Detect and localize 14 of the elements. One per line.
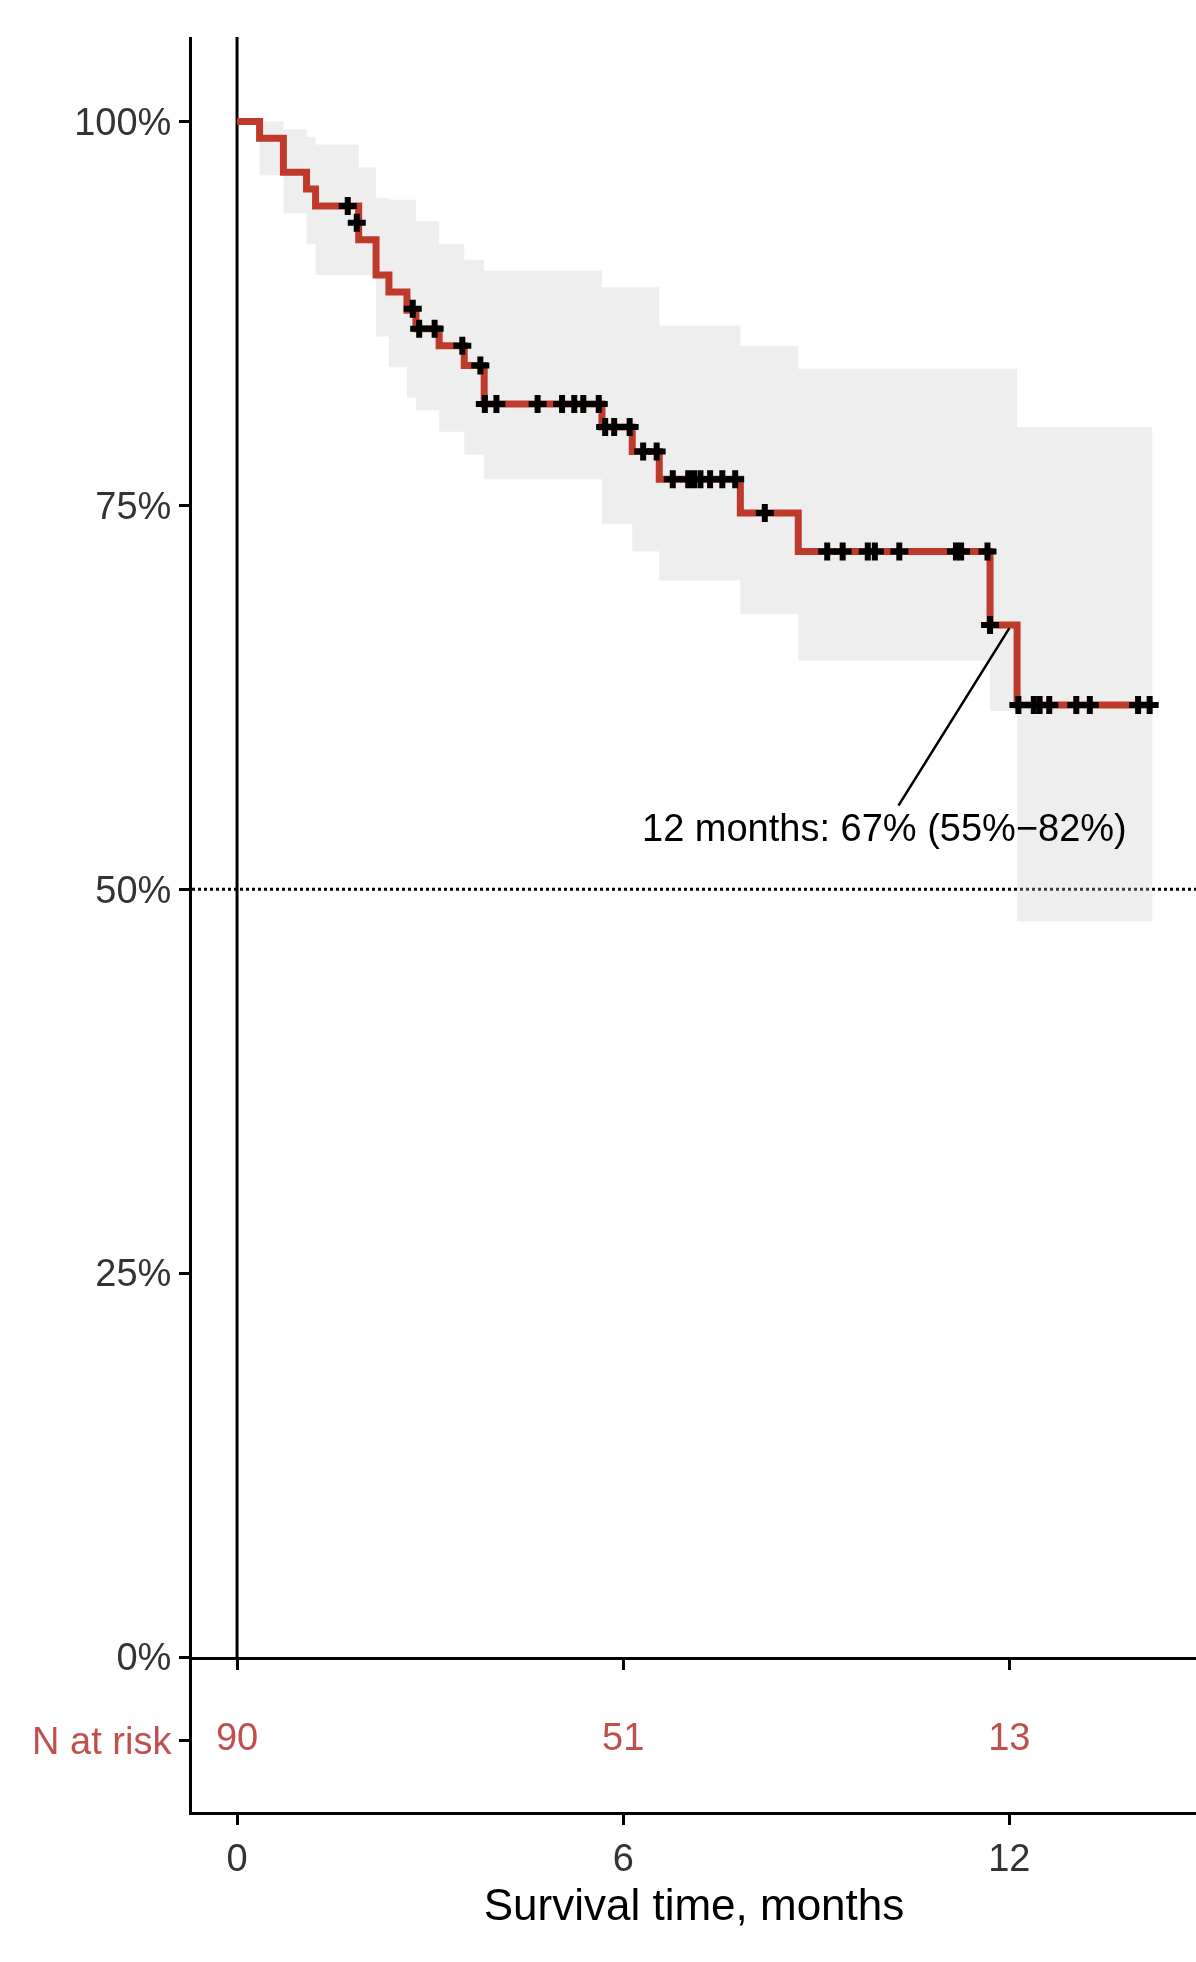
x-axis-title: Survival time, months: [483, 1879, 905, 1929]
y-tick-label: 50%: [95, 868, 172, 911]
x-tick-label: 6: [612, 1836, 634, 1879]
data-label: 51: [602, 1716, 645, 1759]
y-tick-label: 0%: [116, 1636, 172, 1679]
y-tick-label: 100%: [74, 100, 172, 143]
x-tick-label: 0: [226, 1836, 248, 1879]
annotation: 12 months: 67% (55%−82%): [642, 807, 1127, 849]
data-label: 90: [215, 1716, 259, 1759]
y-tick-label: N at risk: [32, 1720, 173, 1763]
data-label: 13: [988, 1716, 1031, 1759]
y-tick-label: 25%: [95, 1252, 172, 1295]
x-tick-label: 12: [988, 1836, 1031, 1879]
y-tick-label: 75%: [95, 484, 172, 527]
